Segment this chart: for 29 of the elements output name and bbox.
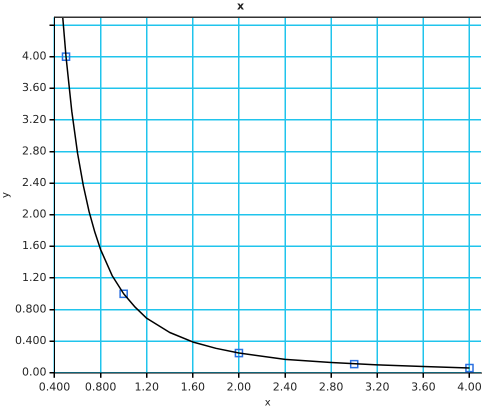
y-tick-label: 0.400 bbox=[14, 334, 46, 348]
point bbox=[62, 52, 70, 61]
point bbox=[465, 364, 474, 372]
x-tick-label: 2.00 bbox=[226, 380, 252, 394]
y-tick-label: 3.20 bbox=[22, 112, 46, 126]
chart-title: x bbox=[236, 0, 244, 12]
y-tick-label: 2.40 bbox=[22, 176, 46, 190]
x-axis-title: x bbox=[264, 398, 271, 409]
x-tick-label: 0.800 bbox=[84, 380, 116, 394]
y-tick-label: 3.60 bbox=[22, 81, 46, 94]
y-tick-label: 0.00 bbox=[22, 366, 46, 379]
y-axis-title: y bbox=[0, 192, 12, 198]
y-tick-label: 1.60 bbox=[22, 239, 46, 252]
point bbox=[350, 360, 358, 368]
y-tick-label: 0.800 bbox=[14, 302, 46, 316]
x-tick-label: 3.60 bbox=[411, 380, 436, 394]
x-tick-label: 2.40 bbox=[272, 380, 298, 394]
x-tick-label: 0.400 bbox=[38, 380, 70, 394]
y-tick-label: 4.00 bbox=[22, 50, 46, 63]
x-tick-label: 3.20 bbox=[365, 380, 390, 394]
point bbox=[234, 348, 244, 358]
x-tick-label: 1.60 bbox=[180, 380, 206, 394]
x-tick-label: 4.00 bbox=[457, 380, 482, 394]
x-tick-label: 1.20 bbox=[134, 380, 159, 394]
y-tick-label: 2.00 bbox=[22, 208, 46, 221]
point bbox=[119, 289, 128, 298]
y-tick-label: 2.80 bbox=[22, 144, 46, 158]
y-tick-label: 1.20 bbox=[22, 270, 46, 284]
x-tick-label: 2.80 bbox=[318, 380, 344, 394]
